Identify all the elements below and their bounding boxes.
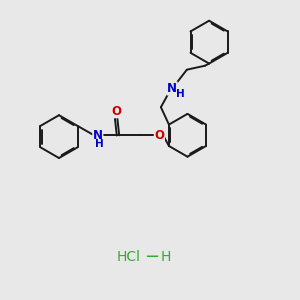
Text: N: N bbox=[167, 82, 177, 95]
Text: O: O bbox=[112, 105, 122, 118]
Text: H: H bbox=[95, 139, 103, 149]
Text: H: H bbox=[161, 250, 171, 264]
Text: HCl: HCl bbox=[117, 250, 141, 264]
Text: −: − bbox=[144, 248, 159, 266]
Text: H: H bbox=[176, 89, 185, 99]
Text: O: O bbox=[154, 129, 164, 142]
Text: N: N bbox=[93, 129, 103, 142]
